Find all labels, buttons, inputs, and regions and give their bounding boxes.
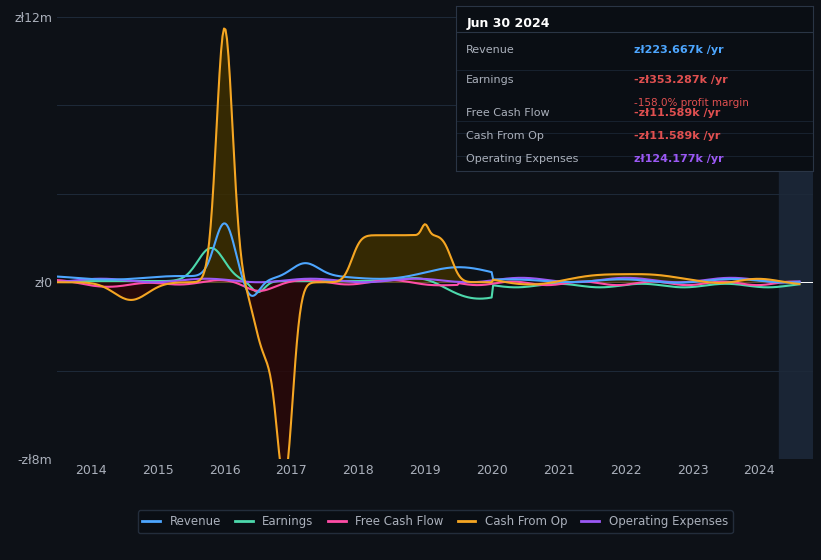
Text: Earnings: Earnings [466, 75, 515, 85]
Text: Cash From Op: Cash From Op [466, 131, 544, 141]
Text: Free Cash Flow: Free Cash Flow [466, 108, 550, 118]
Legend: Revenue, Earnings, Free Cash Flow, Cash From Op, Operating Expenses: Revenue, Earnings, Free Cash Flow, Cash … [138, 511, 732, 533]
Text: -zł11.589k /yr: -zł11.589k /yr [635, 131, 721, 141]
Text: Jun 30 2024: Jun 30 2024 [466, 17, 550, 30]
Text: -158.0% profit margin: -158.0% profit margin [635, 98, 749, 108]
Text: zł124.177k /yr: zł124.177k /yr [635, 155, 724, 164]
Text: Revenue: Revenue [466, 45, 515, 55]
Text: zł223.667k /yr: zł223.667k /yr [635, 45, 724, 55]
Text: Operating Expenses: Operating Expenses [466, 155, 579, 164]
Text: -zł353.287k /yr: -zł353.287k /yr [635, 75, 728, 85]
Text: -zł11.589k /yr: -zł11.589k /yr [635, 108, 721, 118]
Bar [779, 17, 813, 459]
